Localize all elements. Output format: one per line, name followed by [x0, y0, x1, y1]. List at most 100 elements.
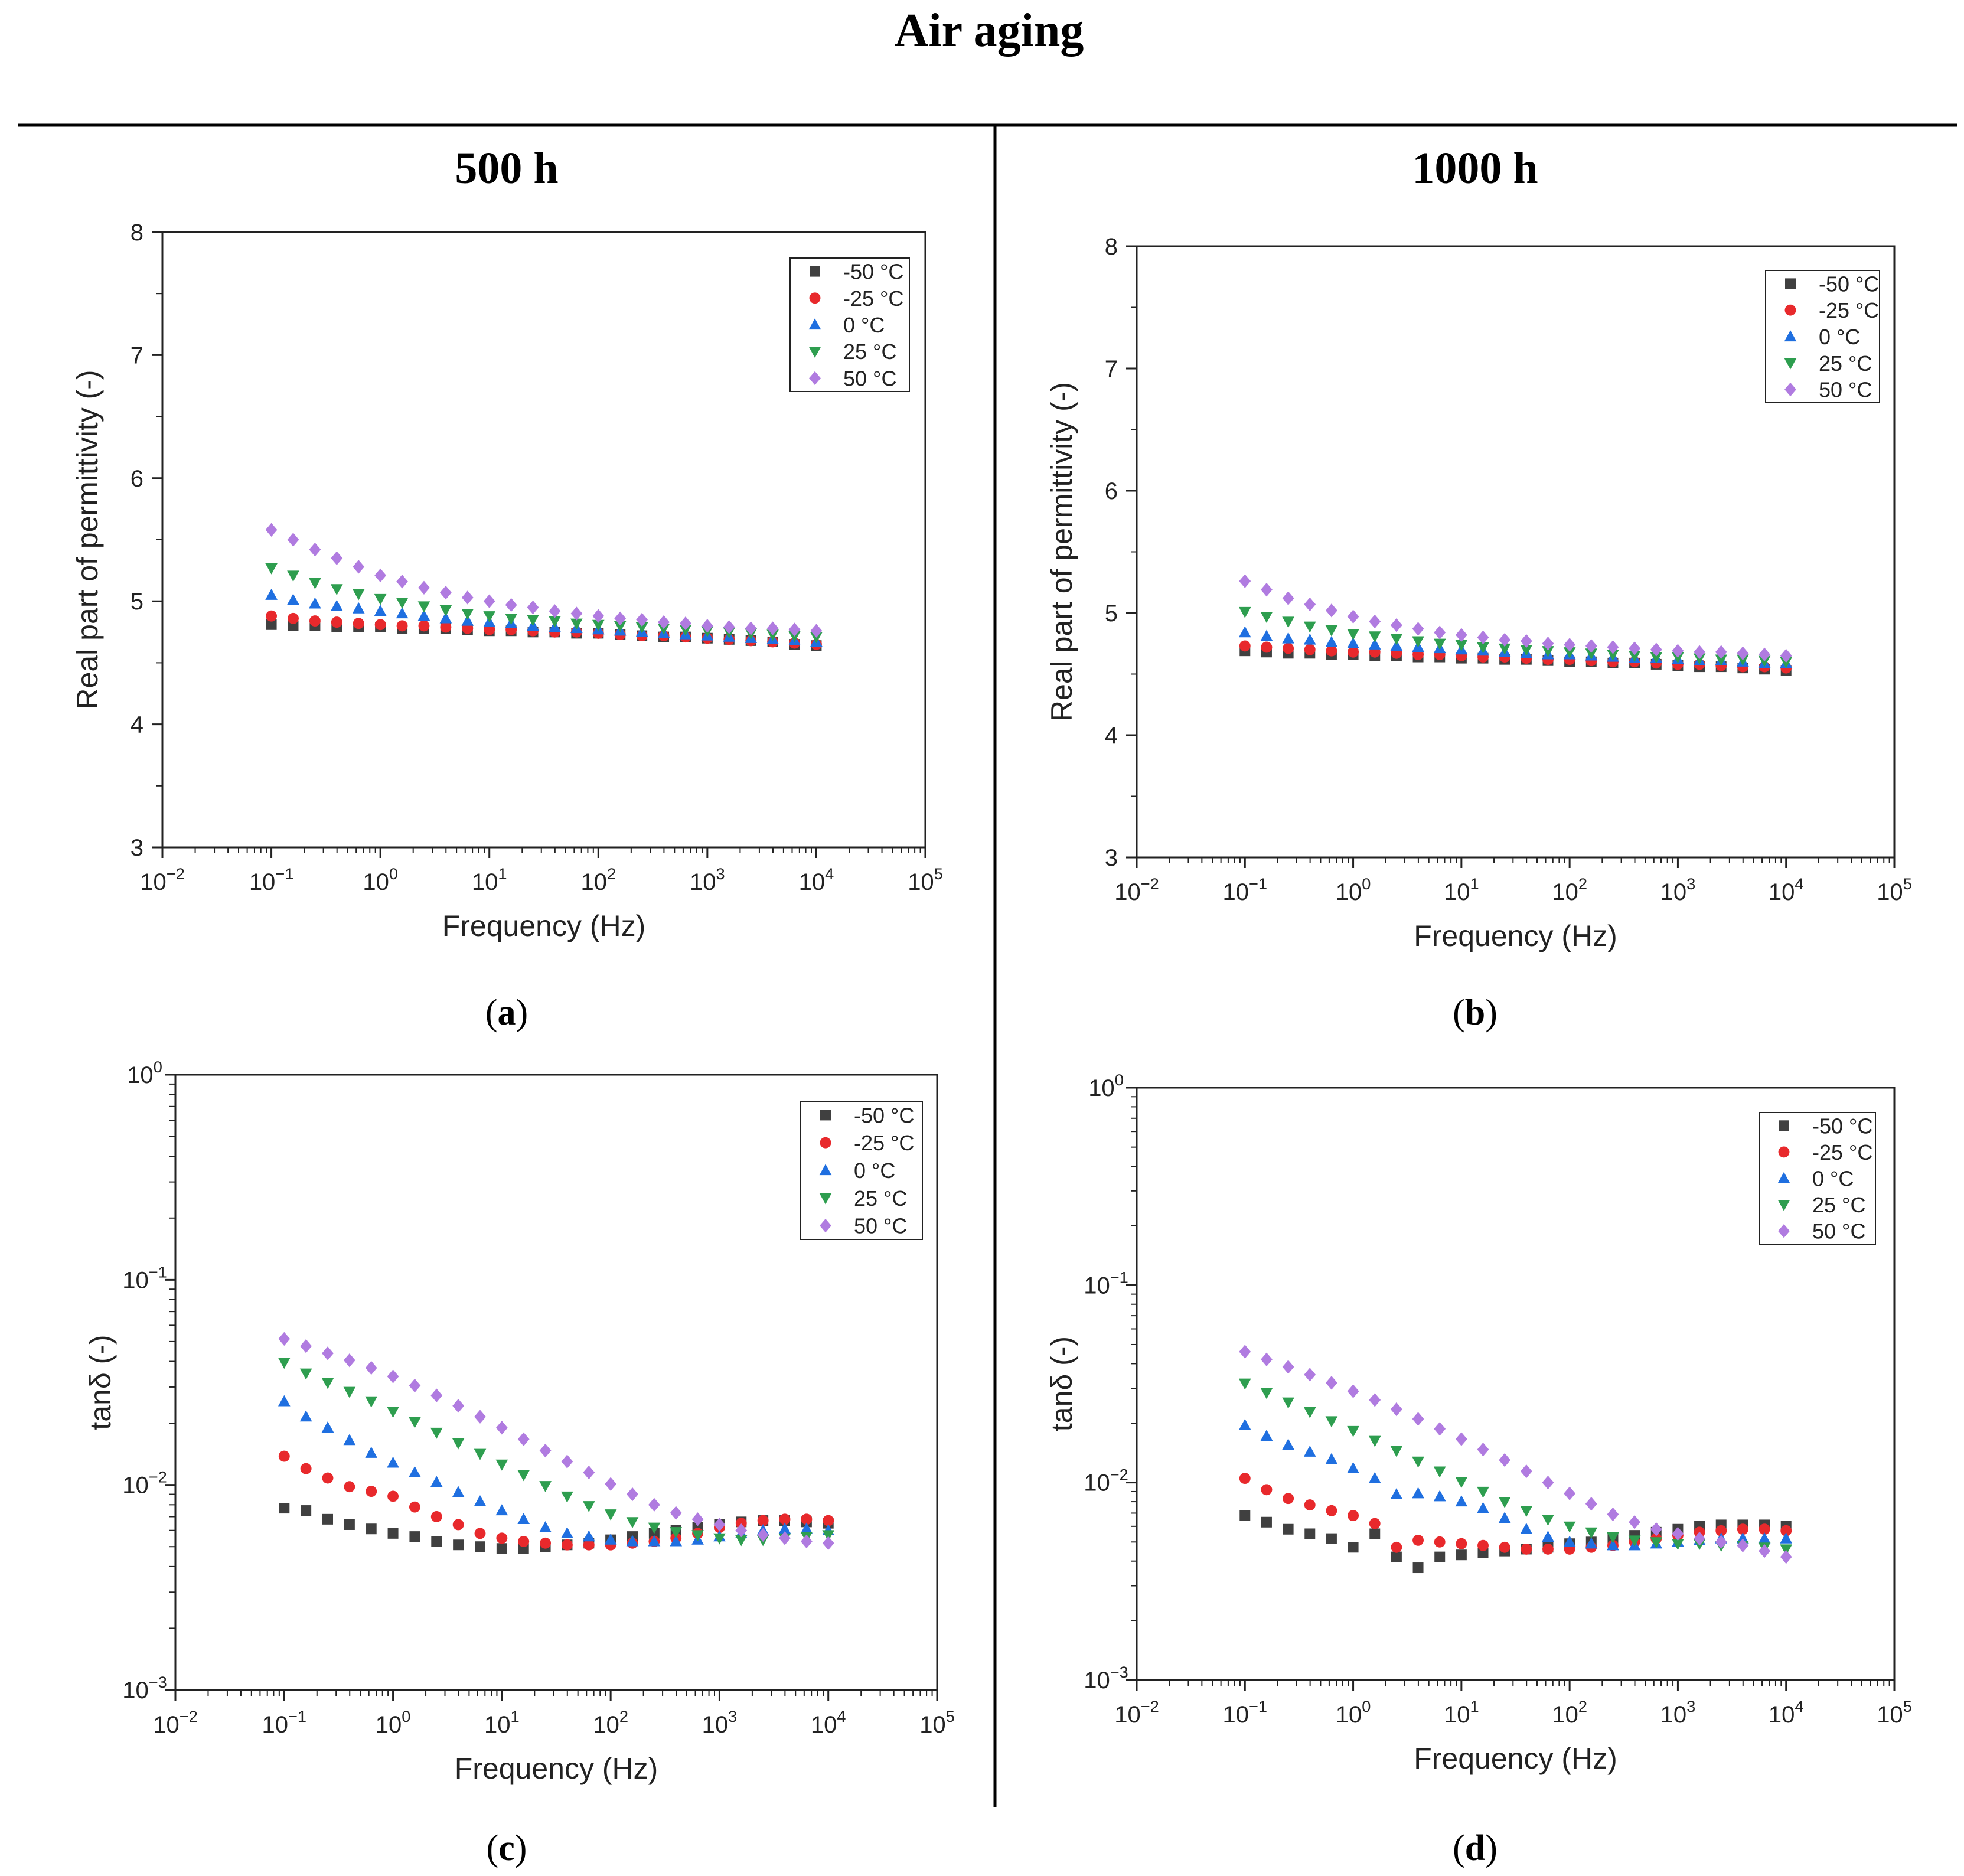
plot-frame — [1136, 1087, 1896, 1681]
data-point — [483, 611, 496, 623]
data-point — [1563, 1535, 1576, 1547]
data-point — [1650, 1522, 1662, 1536]
data-point — [1520, 634, 1532, 648]
data-point — [430, 1388, 443, 1402]
data-point — [1520, 645, 1533, 656]
data-point — [735, 1518, 747, 1529]
data-point — [266, 610, 278, 622]
data-point — [648, 1522, 661, 1534]
x-tick-label: 102 — [1552, 875, 1587, 905]
data-point — [1283, 1523, 1294, 1535]
data-point — [300, 1339, 312, 1353]
data-point — [418, 580, 430, 595]
panel-label-c: (c) — [487, 1828, 527, 1868]
data-point — [1650, 642, 1662, 657]
data-point — [374, 619, 386, 631]
data-point — [1369, 1518, 1381, 1529]
data-point — [592, 609, 605, 623]
y-tick-label: 8 — [1105, 234, 1118, 260]
x-tick-label: 105 — [908, 864, 943, 895]
data-point — [409, 1378, 421, 1393]
data-point — [409, 1531, 420, 1542]
data-point — [1238, 1378, 1251, 1390]
data-point — [539, 1521, 552, 1532]
data-point — [299, 1368, 312, 1380]
legend-marker — [819, 1193, 832, 1205]
x-tick-label: 10−1 — [1223, 1697, 1268, 1728]
data-point — [1434, 625, 1446, 640]
data-point — [626, 1535, 639, 1547]
data-point — [1542, 1515, 1554, 1526]
data-point — [713, 1533, 726, 1545]
data-point — [723, 620, 735, 634]
y-tick-label: 100 — [127, 1058, 162, 1088]
data-point — [1759, 1544, 1770, 1558]
data-point — [561, 1454, 573, 1469]
data-point — [627, 1487, 638, 1502]
x-tick-label: 10−2 — [1114, 1697, 1159, 1728]
data-point — [1239, 1473, 1251, 1485]
data-point — [1477, 1539, 1489, 1551]
data-point — [331, 551, 343, 565]
data-point — [474, 1410, 486, 1424]
data-point — [430, 1476, 443, 1487]
data-point — [1412, 622, 1424, 636]
data-point — [549, 604, 561, 618]
legend-label: -50 °C — [843, 260, 903, 284]
data-point — [1391, 1541, 1402, 1553]
data-point — [679, 625, 692, 636]
data-point — [1477, 630, 1489, 645]
data-point — [1390, 1488, 1403, 1499]
data-point — [626, 1517, 639, 1529]
x-tick-label: 104 — [1769, 1697, 1804, 1728]
data-point — [1282, 1438, 1294, 1450]
data-point — [452, 1486, 465, 1497]
data-point — [517, 1432, 530, 1447]
data-point — [822, 1536, 834, 1551]
chart-a: 10−2 10−1 100 101 102 103 104 105 3 4 5 6 7 8 Frequenc… — [71, 220, 943, 942]
data-point — [1499, 1453, 1511, 1467]
data-point — [353, 560, 365, 574]
data-point — [1780, 648, 1792, 663]
data-point — [540, 1537, 552, 1549]
data-point — [288, 612, 299, 624]
data-point — [439, 612, 452, 624]
chart-c: 10−2 10−1 100 101 102 103 104 10510−310−210−110… — [84, 1058, 955, 1785]
x-tick-label: 104 — [799, 864, 834, 895]
figure-title: Air aging — [895, 5, 1084, 57]
data-point — [430, 1427, 443, 1439]
data-point — [1433, 1466, 1446, 1478]
data-point — [648, 1535, 661, 1547]
data-point — [374, 593, 387, 605]
data-point — [396, 620, 408, 632]
x-tick-label: 105 — [1877, 875, 1912, 905]
x-tick-label: 104 — [1769, 875, 1804, 905]
data-point — [1542, 1543, 1554, 1555]
legend-marker — [1784, 382, 1796, 397]
data-point — [701, 619, 713, 633]
data-point — [1780, 1532, 1793, 1544]
data-point — [778, 1522, 791, 1534]
data-point — [605, 1477, 617, 1491]
data-point — [1261, 1484, 1273, 1496]
legend-label: 0 °C — [854, 1159, 895, 1183]
data-point — [636, 612, 648, 627]
data-point — [670, 1535, 683, 1547]
data-point — [561, 1491, 573, 1503]
y-tick-label: 10−2 — [1084, 1466, 1128, 1496]
data-point — [287, 593, 299, 605]
data-point — [1456, 1549, 1467, 1561]
x-tick-label: 102 — [580, 864, 616, 895]
data-point — [539, 1481, 552, 1492]
data-point — [757, 1528, 769, 1542]
legend-label: 0 °C — [843, 313, 885, 337]
data-point — [366, 1486, 377, 1497]
y-tick-label: 4 — [1105, 723, 1118, 749]
data-point — [279, 1503, 290, 1514]
data-point — [561, 1527, 573, 1538]
data-point — [1758, 655, 1771, 667]
data-point — [1542, 646, 1554, 657]
data-point — [301, 1505, 312, 1516]
data-point — [343, 1386, 356, 1398]
data-point — [1737, 1532, 1749, 1544]
